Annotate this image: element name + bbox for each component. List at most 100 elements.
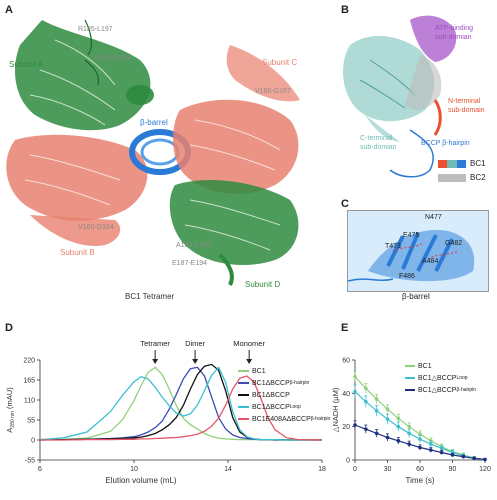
y-tick-label: 0	[31, 438, 35, 445]
legend-d-label-e408a: BC1E408AΔBCCP	[252, 415, 311, 423]
y-tick-label: 165	[23, 378, 35, 385]
data-point	[450, 453, 455, 457]
residue-a159-l168: A159-L168	[176, 242, 211, 249]
subunit-c-ribbon	[173, 45, 300, 194]
cterm-label-2: sub-domian	[360, 144, 397, 151]
nterm-label-1: N-terminal	[448, 98, 481, 105]
residue-v160-g164: V160-G164	[78, 224, 114, 231]
chart-d-legend: BC1 BC1ΔBCCP β-hairpin BC1ΔBCCP BC1ΔBCCP…	[238, 365, 333, 425]
bccp-label: BCCP β-hairpin	[421, 140, 470, 147]
y-tick-label: 20	[342, 424, 350, 431]
y-tick-label: 60	[342, 358, 350, 365]
legend-e-sup-loop: Loop	[456, 375, 468, 381]
legend-bc2-label: BC2	[470, 173, 486, 182]
nadh-chart: 0 30 60 90 120 0 20 40 60 Time (s) △NADH (μM)	[331, 358, 491, 486]
peak-arrow-head	[152, 359, 159, 364]
data-point	[396, 439, 401, 443]
data-point	[407, 424, 411, 429]
barrel-closeup-art	[348, 211, 488, 291]
data-point	[385, 435, 390, 440]
legend-bc1-label: BC1	[470, 159, 486, 168]
data-point	[396, 424, 401, 429]
data-point	[439, 450, 444, 455]
x-tick-label: 30	[384, 466, 392, 473]
barrel-closeup	[347, 210, 489, 292]
data-point	[364, 427, 368, 431]
panel-b-structure	[343, 15, 457, 178]
cterm-label-1: C-terminal	[360, 135, 393, 142]
legend-d-label-bc1: BC1	[252, 367, 266, 375]
y-tick-label: -55	[25, 458, 35, 465]
x-tick-label: 60	[416, 466, 424, 473]
legend-d-hairpin: BC1ΔBCCP β-hairpin	[238, 377, 333, 389]
x-tick-label: 0	[353, 466, 357, 473]
y-tick-label: 0	[346, 458, 350, 465]
legend-d-sup-loop: Loop	[289, 404, 301, 410]
panel-a-letter: A	[5, 4, 13, 16]
legend-e-hairpin: BC1△BCCP β-hairpin	[405, 384, 497, 396]
atp-label-1: ATP-binding	[435, 25, 474, 32]
x-axis-title: Time (s)	[405, 476, 434, 485]
legend-d-sup-hairpin: β-hairpin	[289, 380, 310, 386]
panel-d-letter: D	[5, 322, 13, 334]
subunit-d-label: Subunit D	[245, 280, 281, 289]
subunit-d-ribbon	[169, 180, 299, 286]
residue-f486: F486	[399, 273, 415, 280]
nterm-label-2: sub-domain	[448, 107, 485, 114]
data-point	[396, 416, 401, 421]
residue-k158-r169: K158-R169	[95, 55, 131, 62]
legend-swatch-bc2	[438, 174, 466, 182]
atp-label-2: sub-domian	[435, 34, 472, 41]
residue-v160-g167: V160-G167	[255, 88, 291, 95]
peak-annotation: Monomer	[233, 339, 265, 348]
y-tick-label: 55	[27, 418, 35, 425]
legend-d-loop: BC1ΔBCCP Loop	[238, 401, 333, 413]
peak-annotation: Tetramer	[140, 339, 170, 348]
residue-n477: N477	[425, 214, 442, 221]
subunit-a-ribbon	[15, 19, 154, 131]
residue-e187-e194: E187-E194	[172, 260, 208, 267]
data-point	[439, 446, 444, 451]
legend-d-label-dbccp: BC1ΔBCCP	[252, 391, 290, 399]
x-tick-label: 14	[224, 466, 232, 473]
peak-annotation: Dimer	[185, 339, 206, 348]
data-point	[429, 448, 433, 452]
residue-a484: A484	[422, 258, 439, 265]
subunit-c-label: Subunit C	[262, 58, 298, 67]
subunit-b-label: Subunit B	[60, 248, 95, 257]
x-tick-label: 18	[318, 466, 326, 473]
beta-barrel-label: β-barrel	[140, 118, 168, 127]
legend-e-sup-hairpin: β-hairpin	[456, 387, 477, 393]
panel-c-caption: β-barrel	[402, 292, 430, 301]
x-tick-label: 6	[38, 466, 42, 473]
legend-e-loop: BC1△BCCP Loop	[405, 372, 497, 384]
data-point	[407, 442, 411, 446]
data-point	[364, 386, 368, 391]
panel-c-letter: C	[341, 198, 349, 210]
data-point	[374, 397, 379, 401]
residue-e475: E475	[403, 232, 420, 239]
x-tick-label: 120	[479, 466, 491, 473]
legend-e-label-loop: BC1△BCCP	[418, 375, 457, 382]
data-point	[374, 431, 379, 436]
series-line-4	[40, 375, 323, 441]
legend-e-bc1: BC1	[405, 360, 497, 372]
data-point	[418, 445, 422, 450]
residue-g482: G482	[445, 240, 463, 247]
subunit-a-label: Subunit A	[9, 60, 44, 69]
panel-a-caption: BC1 Tetramer	[125, 292, 175, 301]
y-tick-label: 220	[23, 358, 35, 365]
data-point	[353, 374, 357, 379]
y-tick-label: 110	[24, 398, 35, 405]
legend-d-sup-e408a: β-hairpin	[310, 416, 331, 422]
data-point	[418, 432, 422, 436]
x-tick-label: 90	[449, 466, 457, 473]
x-tick-label: 10	[130, 466, 138, 473]
chart-e-legend: BC1 BC1△BCCP Loop BC1△BCCP β-hairpin	[405, 360, 497, 396]
panel-a-structure	[6, 19, 300, 286]
legend-d-e408a: BC1E408AΔBCCP β-hairpin	[238, 413, 333, 425]
legend-d-bc1: BC1	[238, 365, 333, 377]
data-point	[461, 454, 466, 459]
legend-e-label-hairpin: BC1△BCCP	[418, 387, 457, 394]
legend-d-label-loop: BC1ΔBCCP	[252, 403, 290, 411]
